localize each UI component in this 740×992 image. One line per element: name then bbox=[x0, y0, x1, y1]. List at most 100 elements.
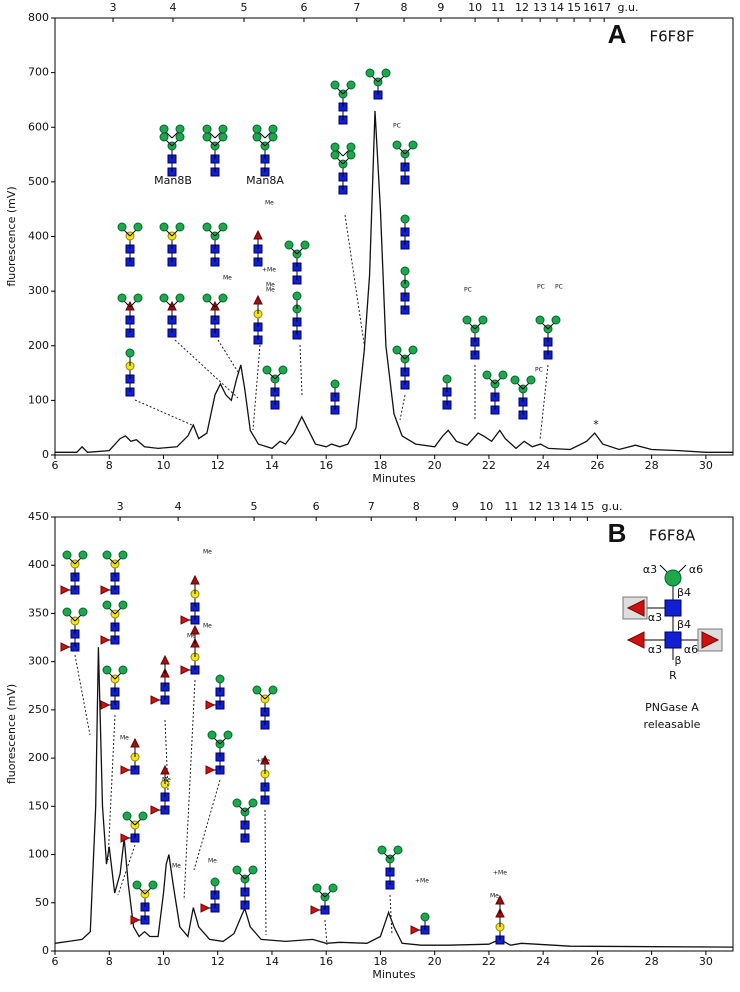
glycan-tag: PC bbox=[393, 123, 401, 130]
glycan-icon bbox=[180, 574, 200, 625]
x-tick-label: 24 bbox=[536, 955, 550, 968]
mannose bbox=[268, 685, 278, 695]
glycan-icon bbox=[252, 685, 278, 730]
gu-tick-label: 6 bbox=[300, 1, 307, 14]
leader-line bbox=[299, 344, 303, 396]
glycan-icon bbox=[392, 140, 418, 185]
gu-tick-label: 14 bbox=[563, 500, 577, 513]
glycan-tag: Me bbox=[203, 549, 212, 556]
gu-tick-label: 5 bbox=[241, 1, 248, 14]
mannose bbox=[133, 293, 143, 303]
y-tick-label: 300 bbox=[28, 655, 49, 668]
mannose bbox=[118, 665, 128, 675]
gu-tick-label: 15 bbox=[567, 1, 581, 14]
gu-tick-label: 8 bbox=[413, 500, 420, 513]
linkage-label: α3 bbox=[648, 643, 662, 656]
mannose bbox=[118, 550, 128, 560]
y-tick-label: 700 bbox=[28, 66, 49, 79]
fucose bbox=[160, 654, 170, 665]
mannose bbox=[218, 124, 228, 134]
glycan-icon bbox=[100, 600, 128, 645]
leader-line bbox=[389, 894, 393, 936]
glycan-icon bbox=[159, 222, 185, 267]
glycan-icon bbox=[365, 68, 391, 100]
gu-tick-label: 3 bbox=[110, 1, 117, 14]
panel-label: A bbox=[608, 19, 627, 49]
fucose bbox=[130, 737, 140, 748]
glycan-icon bbox=[462, 315, 488, 360]
panel-label: B bbox=[608, 518, 627, 548]
x-axis-label: Minutes bbox=[372, 472, 416, 485]
y-tick-label: 300 bbox=[28, 284, 49, 297]
mannose bbox=[346, 142, 356, 152]
y-tick-label: 800 bbox=[28, 11, 49, 24]
gu-tick-label: 10 bbox=[479, 500, 493, 513]
x-tick-label: 6 bbox=[52, 955, 59, 968]
mannose bbox=[392, 140, 402, 150]
x-axis-label: Minutes bbox=[372, 968, 416, 981]
chromatogram-trace bbox=[55, 110, 733, 453]
mannose bbox=[330, 379, 340, 389]
glycan-icon bbox=[159, 293, 185, 338]
glycan-tag: Me bbox=[187, 633, 196, 640]
mannose bbox=[218, 293, 228, 303]
plot-frame bbox=[54, 17, 734, 456]
y-tick-label: 200 bbox=[28, 339, 49, 352]
glycan-icon bbox=[117, 222, 143, 267]
glycan-tag: Me bbox=[120, 735, 129, 742]
gu-tick-label: 13 bbox=[533, 1, 547, 14]
x-tick-label: 12 bbox=[211, 459, 225, 472]
leader-line bbox=[217, 339, 239, 373]
mannose bbox=[377, 845, 387, 855]
annotation: * bbox=[593, 418, 599, 431]
mannose bbox=[78, 607, 88, 617]
gu-tick-label: 12 bbox=[515, 1, 529, 14]
mannose bbox=[400, 214, 410, 224]
y-tick-label: 100 bbox=[28, 848, 49, 861]
mannose bbox=[133, 222, 143, 232]
x-tick-label: 24 bbox=[536, 459, 550, 472]
mannose bbox=[218, 132, 228, 142]
glcnac bbox=[664, 631, 682, 649]
glycan-tag: Me bbox=[266, 287, 275, 294]
glycan-icon bbox=[442, 374, 452, 410]
mannose bbox=[202, 124, 212, 134]
chromatogram-trace bbox=[54, 647, 734, 948]
glycan-tag: +Me bbox=[262, 267, 276, 274]
leader-line bbox=[399, 394, 406, 421]
mannose bbox=[510, 375, 520, 385]
glycan-icon bbox=[410, 912, 430, 935]
linkage-label: β4 bbox=[677, 586, 691, 599]
mannose bbox=[252, 132, 262, 142]
gu-tick-label: 3 bbox=[117, 500, 124, 513]
y-tick-label: 350 bbox=[28, 606, 49, 619]
x-tick-label: 22 bbox=[482, 459, 496, 472]
mannose bbox=[262, 365, 272, 375]
glycan-icon bbox=[510, 375, 536, 420]
glycan-tag: PC bbox=[555, 284, 563, 291]
top-axis-label: g.u. bbox=[602, 500, 623, 513]
fucose bbox=[160, 764, 170, 775]
mannose bbox=[312, 883, 322, 893]
fucose bbox=[260, 754, 270, 765]
mannose bbox=[365, 68, 375, 78]
glycan-tag: Me bbox=[203, 623, 212, 630]
mannose bbox=[117, 222, 127, 232]
y-tick-label: 100 bbox=[28, 393, 49, 406]
gu-tick-label: 17 bbox=[597, 1, 611, 14]
mannose bbox=[159, 132, 169, 142]
mannose bbox=[408, 140, 418, 150]
glycan-icon bbox=[284, 240, 310, 285]
x-tick-label: 6 bbox=[52, 459, 59, 472]
glycan-icon bbox=[377, 845, 403, 890]
x-tick-label: 20 bbox=[428, 955, 442, 968]
mannose bbox=[442, 374, 452, 384]
glycan-icon bbox=[125, 348, 135, 397]
fucose bbox=[180, 665, 191, 675]
gu-tick-label: 15 bbox=[580, 500, 594, 513]
glycan-icon bbox=[330, 142, 356, 195]
fucose bbox=[100, 585, 111, 595]
mannose bbox=[202, 293, 212, 303]
mannose bbox=[526, 375, 536, 385]
mannose bbox=[118, 600, 128, 610]
